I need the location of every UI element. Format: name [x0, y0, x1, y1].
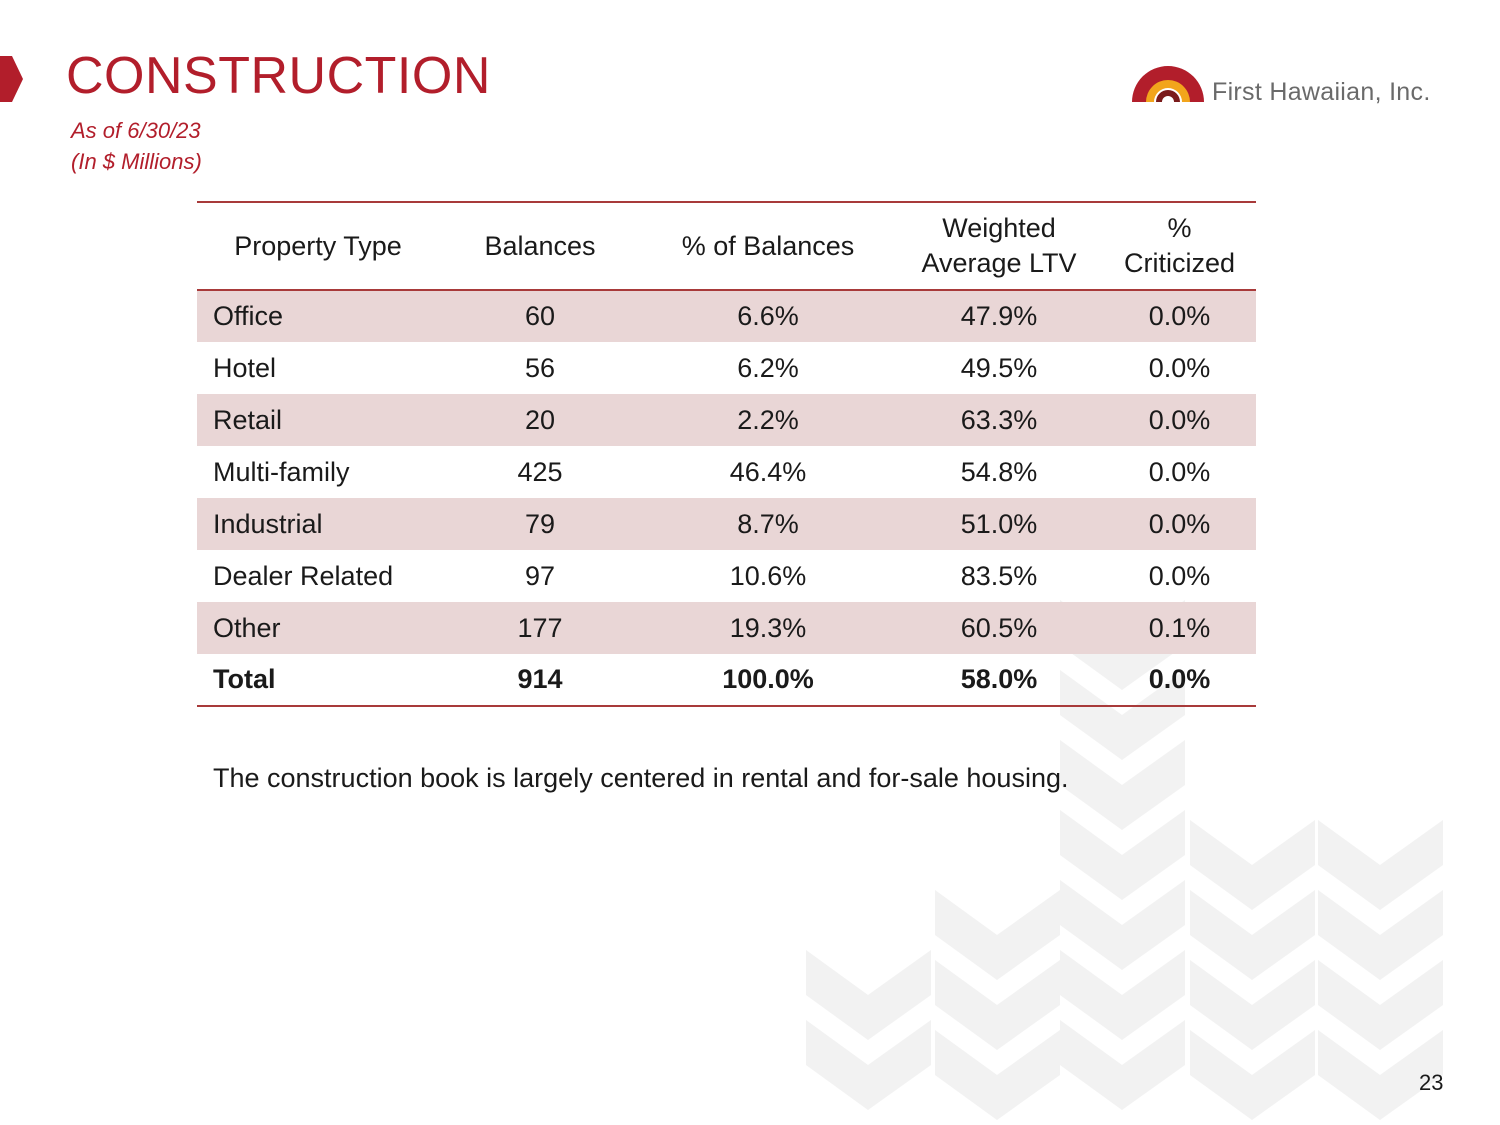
units-label: (In $ Millions) — [71, 149, 202, 174]
table-row: Hotel 56 6.2% 49.5% 0.0% — [197, 342, 1256, 394]
subtitle: As of 6/30/23 (In $ Millions) — [71, 115, 202, 177]
cell-pct-criticized: 0.0% — [1103, 290, 1256, 342]
cell-property-type: Other — [197, 602, 439, 654]
table-row: Other 177 19.3% 60.5% 0.1% — [197, 602, 1256, 654]
cell-pct-balance: 8.7% — [641, 498, 895, 550]
cell-property-type: Multi-family — [213, 456, 350, 487]
header-balances: Balances — [439, 201, 641, 291]
cell-balance: 56 — [524, 352, 556, 383]
cell-pct-balance: 6.2% — [737, 352, 799, 383]
cell-ltv: 63.3% — [895, 394, 1103, 446]
header-ltv-line1: Weighted — [942, 213, 1056, 243]
cell-total-ltv: 58.0% — [895, 654, 1103, 707]
table-row: Multi-family 425 46.4% 54.8% 0.0% — [197, 446, 1256, 498]
cell-property-type: Industrial — [197, 498, 439, 550]
cell-total-balance: 914 — [439, 654, 641, 707]
logo-text: First Hawaiian, Inc. — [1212, 78, 1431, 106]
cell-ltv: 47.9% — [895, 290, 1103, 342]
table-total-row: Total 914 100.0% 58.0% 0.0% — [197, 654, 1256, 707]
table-row: Industrial 79 8.7% 51.0% 0.0% — [197, 498, 1256, 550]
table-row: Retail 20 2.2% 63.3% 0.0% — [197, 394, 1256, 446]
cell-balance: 79 — [439, 498, 641, 550]
cell-property-type: Retail — [197, 394, 439, 446]
accent-arrow-icon — [0, 56, 23, 102]
cell-pct-balance: 10.6% — [729, 560, 807, 591]
cell-ltv: 54.8% — [960, 456, 1038, 487]
cell-total-label: Total — [197, 654, 439, 707]
cell-property-type: Dealer Related — [213, 560, 394, 591]
rainbow-logo-icon — [1132, 66, 1204, 102]
cell-pct-balance: 6.6% — [641, 290, 895, 342]
cell-pct-balance: 19.3% — [641, 602, 895, 654]
cell-property-type: Hotel — [213, 352, 277, 383]
cell-pct-criticized: 0.1% — [1103, 602, 1256, 654]
header-pct-criticized: % Criticized — [1103, 201, 1256, 291]
header-pct-balances: % of Balances — [641, 201, 895, 291]
cell-balance: 20 — [439, 394, 641, 446]
cell-pct-criticized: 0.0% — [1103, 394, 1256, 446]
header-property-type: Property Type — [197, 201, 439, 291]
company-logo: First Hawaiian, Inc. — [1130, 62, 1470, 106]
cell-balance: 60 — [439, 290, 641, 342]
cell-ltv: 83.5% — [960, 560, 1038, 591]
cell-ltv: 49.5% — [960, 352, 1038, 383]
cell-property-type: Office — [197, 290, 439, 342]
cell-pct-criticized: 0.0% — [1103, 498, 1256, 550]
header-weighted-ltv: Weighted Average LTV — [895, 201, 1103, 291]
cell-balance: 425 — [517, 456, 563, 487]
chevron-watermark — [806, 600, 1443, 1120]
table-row: Dealer Related 97 10.6% 83.5% 0.0% — [197, 550, 1256, 602]
cell-pct-criticized: 0.0% — [1148, 352, 1211, 383]
cell-total-pct-balance: 100.0% — [641, 654, 895, 707]
cell-pct-balance: 2.2% — [641, 394, 895, 446]
construction-table: Property Type Balances % of Balances Wei… — [197, 201, 1256, 707]
as-of-date: As of 6/30/23 — [71, 118, 201, 143]
cell-ltv: 60.5% — [895, 602, 1103, 654]
cell-pct-criticized: 0.0% — [1148, 560, 1211, 591]
footnote: The construction book is largely centere… — [213, 763, 1069, 793]
cell-balance: 97 — [524, 560, 556, 591]
header-ltv-line2: Average LTV — [921, 248, 1077, 278]
cell-pct-criticized: 0.0% — [1148, 456, 1211, 487]
cell-ltv: 51.0% — [895, 498, 1103, 550]
page-title: CONSTRUCTION — [66, 47, 491, 105]
cell-total-pct-criticized: 0.0% — [1103, 654, 1256, 707]
cell-balance: 177 — [439, 602, 641, 654]
table-row: Office 60 6.6% 47.9% 0.0% — [197, 290, 1256, 342]
page-number: 23 — [1419, 1070, 1444, 1095]
cell-pct-balance: 46.4% — [729, 456, 807, 487]
table-header-row: Property Type Balances % of Balances Wei… — [197, 201, 1256, 291]
